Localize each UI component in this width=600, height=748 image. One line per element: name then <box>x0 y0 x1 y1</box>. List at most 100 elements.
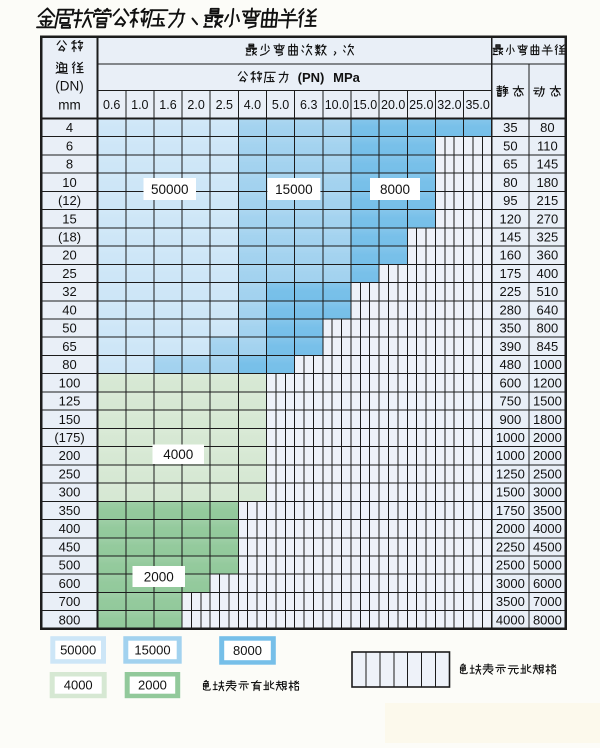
svg-text:400: 400 <box>537 266 559 281</box>
svg-text:200: 200 <box>59 448 81 463</box>
svg-text:175: 175 <box>500 266 522 281</box>
svg-text:325: 325 <box>537 229 559 244</box>
svg-text:510: 510 <box>537 284 559 299</box>
svg-text:640: 640 <box>537 302 559 317</box>
svg-text:2.5: 2.5 <box>216 98 233 112</box>
svg-text:0.6: 0.6 <box>103 98 120 112</box>
svg-text:4000: 4000 <box>496 612 525 627</box>
svg-text:10: 10 <box>62 175 76 190</box>
svg-text:5.0: 5.0 <box>272 98 289 112</box>
svg-text:600: 600 <box>59 576 81 591</box>
svg-text:350: 350 <box>59 503 81 518</box>
svg-text:1500: 1500 <box>496 485 525 500</box>
svg-text:7000: 7000 <box>533 594 562 609</box>
svg-text:125: 125 <box>59 394 81 409</box>
svg-text:1250: 1250 <box>496 466 525 481</box>
svg-text:300: 300 <box>59 485 81 500</box>
svg-text:1000: 1000 <box>496 448 525 463</box>
svg-text:1500: 1500 <box>533 394 562 409</box>
svg-text:2250: 2250 <box>496 539 525 554</box>
svg-text:270: 270 <box>537 211 559 226</box>
svg-text:1.6: 1.6 <box>159 98 176 112</box>
svg-text:3500: 3500 <box>496 594 525 609</box>
svg-text:15000: 15000 <box>275 182 313 197</box>
svg-text:1200: 1200 <box>533 375 562 390</box>
svg-text:4.0: 4.0 <box>244 98 261 112</box>
svg-text:500: 500 <box>59 558 81 573</box>
svg-text:250: 250 <box>59 466 81 481</box>
svg-text:2000: 2000 <box>138 678 167 693</box>
svg-text:390: 390 <box>500 339 522 354</box>
svg-text:8000: 8000 <box>233 643 262 658</box>
svg-text:180: 180 <box>537 175 559 190</box>
svg-text:2000: 2000 <box>144 569 174 584</box>
svg-text:32: 32 <box>62 284 76 299</box>
svg-text:4000: 4000 <box>163 447 193 462</box>
svg-text:35: 35 <box>503 120 517 135</box>
svg-text:145: 145 <box>537 157 559 172</box>
svg-text:700: 700 <box>59 594 81 609</box>
svg-text:10.0: 10.0 <box>325 98 349 112</box>
svg-text:2500: 2500 <box>496 558 525 573</box>
svg-text:(12): (12) <box>58 193 81 208</box>
svg-text:65: 65 <box>62 339 76 354</box>
svg-text:95: 95 <box>503 193 517 208</box>
svg-text:800: 800 <box>59 612 81 627</box>
svg-text:110: 110 <box>537 138 558 153</box>
svg-text:80: 80 <box>62 357 76 372</box>
svg-text:480: 480 <box>500 357 522 372</box>
svg-text:mm: mm <box>58 98 81 113</box>
svg-text:2000: 2000 <box>533 430 562 445</box>
svg-text:4000: 4000 <box>64 678 93 693</box>
svg-text:5000: 5000 <box>533 558 562 573</box>
svg-text:400: 400 <box>59 521 81 536</box>
svg-text:50: 50 <box>62 321 76 336</box>
svg-text:3000: 3000 <box>496 576 525 591</box>
svg-text:225: 225 <box>500 284 522 299</box>
svg-text:4000: 4000 <box>533 521 562 536</box>
svg-text:MPa: MPa <box>333 70 361 85</box>
svg-text:215: 215 <box>537 193 559 208</box>
svg-text:(175): (175) <box>54 430 84 445</box>
svg-text:8: 8 <box>66 157 73 172</box>
svg-text:50: 50 <box>503 138 517 153</box>
svg-text:4500: 4500 <box>533 539 562 554</box>
svg-text:600: 600 <box>500 375 522 390</box>
svg-text:80: 80 <box>540 120 554 135</box>
svg-text:(PN): (PN) <box>298 70 325 85</box>
svg-text:25: 25 <box>62 266 76 281</box>
svg-text:35.0: 35.0 <box>465 98 489 112</box>
svg-text:20.0: 20.0 <box>381 98 405 112</box>
svg-text:145: 145 <box>500 229 522 244</box>
svg-text:280: 280 <box>500 302 522 317</box>
svg-text:6: 6 <box>66 138 73 153</box>
svg-text:6000: 6000 <box>533 576 562 591</box>
svg-text:450: 450 <box>59 539 81 554</box>
svg-text:50000: 50000 <box>151 182 189 197</box>
svg-text:750: 750 <box>500 394 522 409</box>
svg-text:120: 120 <box>500 211 522 226</box>
svg-text:1750: 1750 <box>496 503 525 518</box>
svg-text:360: 360 <box>537 248 559 263</box>
svg-text:2.0: 2.0 <box>187 98 204 112</box>
svg-text:800: 800 <box>537 321 559 336</box>
svg-text:6.3: 6.3 <box>300 98 317 112</box>
svg-text:15000: 15000 <box>134 643 170 658</box>
svg-text:80: 80 <box>503 175 517 190</box>
svg-text:15: 15 <box>62 211 76 226</box>
svg-text:1000: 1000 <box>533 357 562 372</box>
svg-text:32.0: 32.0 <box>437 98 461 112</box>
svg-text:(18): (18) <box>58 229 81 244</box>
svg-text:3500: 3500 <box>533 503 562 518</box>
svg-text:4: 4 <box>66 120 73 135</box>
svg-text:20: 20 <box>62 248 76 263</box>
svg-text:3000: 3000 <box>533 485 562 500</box>
svg-text:8000: 8000 <box>380 182 410 197</box>
svg-text:845: 845 <box>537 339 559 354</box>
svg-text:1000: 1000 <box>496 430 525 445</box>
svg-text:40: 40 <box>62 302 76 317</box>
svg-text:900: 900 <box>500 412 522 427</box>
svg-text:1800: 1800 <box>533 412 562 427</box>
svg-text:8000: 8000 <box>533 612 562 627</box>
svg-text:65: 65 <box>503 157 517 172</box>
